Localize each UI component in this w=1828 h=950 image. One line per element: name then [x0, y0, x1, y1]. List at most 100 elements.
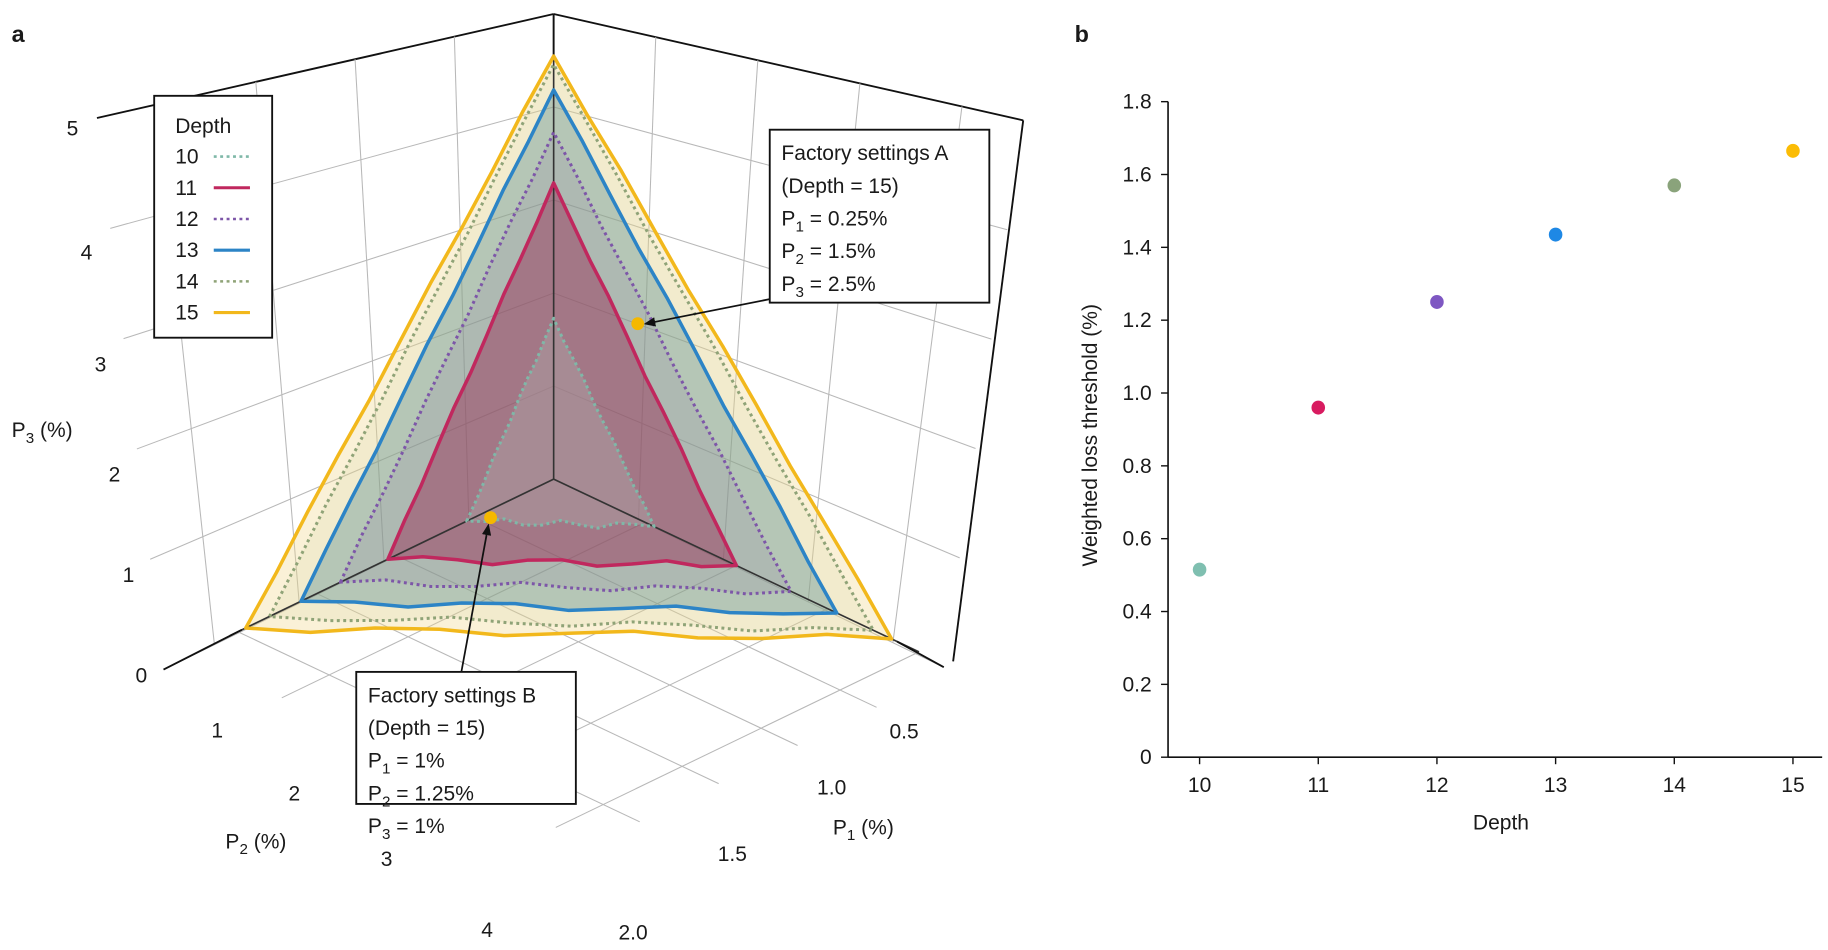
grid-line-p1-vertical [637, 37, 657, 521]
factory-settings-a-annotation: Factory settings A(Depth = 15)P1 = 0.25%… [631, 128, 991, 331]
p3-tick-label: 5 [67, 118, 79, 141]
p1-axis-label: P1 (%) [833, 816, 894, 844]
region-outline-depth-12 [338, 130, 793, 596]
scatter-point-depth-10 [1192, 562, 1207, 577]
x-axis-label: Depth [1473, 812, 1529, 835]
annotation-param: P1 = 1% [368, 750, 445, 778]
y-axis-label: Weighted loss threshold (%) [1079, 304, 1102, 566]
p1-tick-label: 1.5 [718, 843, 747, 866]
grid-line-p3-right [553, 292, 976, 449]
annotation-line: (Depth = 15) [368, 717, 485, 740]
region-outline-depth-10 [465, 316, 656, 530]
p2-axis-label-sub: 2 [239, 841, 247, 858]
floor-grid-p2 [474, 516, 877, 708]
annotation-param-sub: 3 [795, 284, 803, 301]
scatter-point-depth-13 [1548, 227, 1563, 242]
p1-axis-label-sub: 1 [847, 827, 855, 844]
annotations: Factory settings A(Depth = 15)P1 = 0.25%… [355, 128, 991, 843]
annotation-line: (Depth = 15) [781, 175, 898, 198]
annotation-param-main: P [781, 273, 795, 296]
p3-axis-label-tail: (%) [34, 419, 73, 442]
legend-label: 15 [175, 302, 198, 325]
p3-axis-label-main: P [12, 419, 26, 442]
wall-top-right-edge [553, 13, 1024, 122]
scatter-point-depth-11 [1311, 400, 1326, 415]
grid-line-p3-left [136, 292, 554, 450]
p1-axis-label-tail: (%) [855, 816, 894, 839]
scatter-point-depth-15 [1786, 143, 1800, 158]
legend: Depth 10 11 12 13 14 15 [153, 94, 274, 339]
y-tick-label: 1.4 [1122, 236, 1152, 259]
x-tick-label: 15 [1781, 774, 1804, 797]
annotation-param: P2 = 1.5% [781, 240, 875, 268]
annotation-arrow [643, 298, 770, 327]
grid-line-p2-vertical [354, 59, 385, 562]
p3-tick-label: 4 [81, 241, 93, 264]
grid-line-p3-left [150, 385, 554, 560]
p1-tick-label: 0.5 [889, 720, 918, 743]
annotation-param-sub: 2 [795, 251, 803, 268]
region-fill-depth-11 [387, 182, 737, 567]
y-tick-label: 0.2 [1122, 673, 1151, 696]
annotation-param-main: P [368, 750, 382, 773]
annotation-param-tail: = 0.25% [804, 208, 888, 231]
annotation-param-sub: 2 [382, 793, 390, 810]
p3-tick-label: 3 [95, 354, 107, 377]
legend-box [153, 94, 274, 339]
annotation-param: P3 = 1% [368, 815, 445, 843]
p3-tick-label: 2 [109, 463, 121, 486]
legend-title: Depth [175, 115, 231, 138]
legend-label: 14 [175, 270, 199, 293]
floor-grid-p1 [555, 651, 920, 828]
wall-right-edge [952, 120, 1025, 662]
y-tick-label: 0.4 [1122, 601, 1152, 624]
grid-line-p3-right [553, 385, 960, 559]
annotation-param-main: P [781, 208, 795, 231]
annotation-param-tail: = 1% [390, 750, 444, 773]
region-fill-depth-15 [245, 56, 892, 639]
axis-labels: P3 (%)P1 (%)P2 (%) [12, 419, 894, 858]
p3-axis-label-sub: 3 [26, 430, 34, 447]
p3-tick-label: 1 [123, 564, 135, 587]
scatter-points [1192, 143, 1800, 577]
x-tick-label: 12 [1425, 774, 1448, 797]
annotation-param: P1 = 0.25% [781, 208, 887, 236]
x-tick-label: 10 [1188, 774, 1211, 797]
panel-b-label: b [1075, 21, 1089, 47]
p2-tick-label: 3 [381, 848, 393, 871]
region-fill-depth-12 [340, 132, 792, 594]
annotation-arrow [460, 523, 492, 673]
legend-label: 10 [175, 146, 198, 169]
region-outline-depth-13 [299, 88, 839, 616]
legend-label: 13 [175, 239, 198, 262]
p2-axis-label: P2 (%) [225, 830, 286, 858]
legend-label: 12 [175, 208, 198, 231]
annotation-param-sub: 1 [382, 761, 390, 778]
annotation-param-sub: 3 [382, 826, 390, 843]
region-outline-depth-11 [386, 181, 739, 569]
x-tick-label: 11 [1307, 774, 1329, 797]
factory-settings-b-annotation: Factory settings B(Depth = 15)P1 = 1%P2 … [355, 511, 577, 843]
scatter-point-depth-12 [1430, 294, 1444, 309]
annotation-param-main: P [368, 815, 382, 838]
annotation-param-sub: 1 [795, 218, 803, 235]
annotation-line: Factory settings B [368, 684, 536, 707]
annotation-param-tail: = 1.25% [390, 782, 474, 805]
annotation-param-tail: = 1.5% [804, 240, 876, 263]
factory-setting-marker [631, 317, 645, 331]
p2-tick-label: 2 [288, 782, 300, 805]
p2-tick-label: 1 [211, 719, 223, 742]
p2-tick-label: 4 [481, 919, 493, 942]
annotation-box [355, 670, 577, 805]
p1-axis-label-main: P [833, 816, 847, 839]
panel-a-label: a [12, 21, 26, 47]
scatter-axes: 0 0.2 0.4 0.6 0.8 1.0 1.2 1.4 1.6 1.8 10 11 12 13 14 15… [1079, 91, 1823, 835]
grid-line-p1-vertical [722, 60, 759, 561]
p2-axis-label-tail: (%) [248, 830, 287, 853]
y-tick-label: 1.8 [1122, 91, 1151, 114]
x-tick-label: 14 [1663, 774, 1687, 797]
scatter-point-depth-14 [1667, 178, 1682, 193]
p1-axis-stub [896, 640, 945, 669]
